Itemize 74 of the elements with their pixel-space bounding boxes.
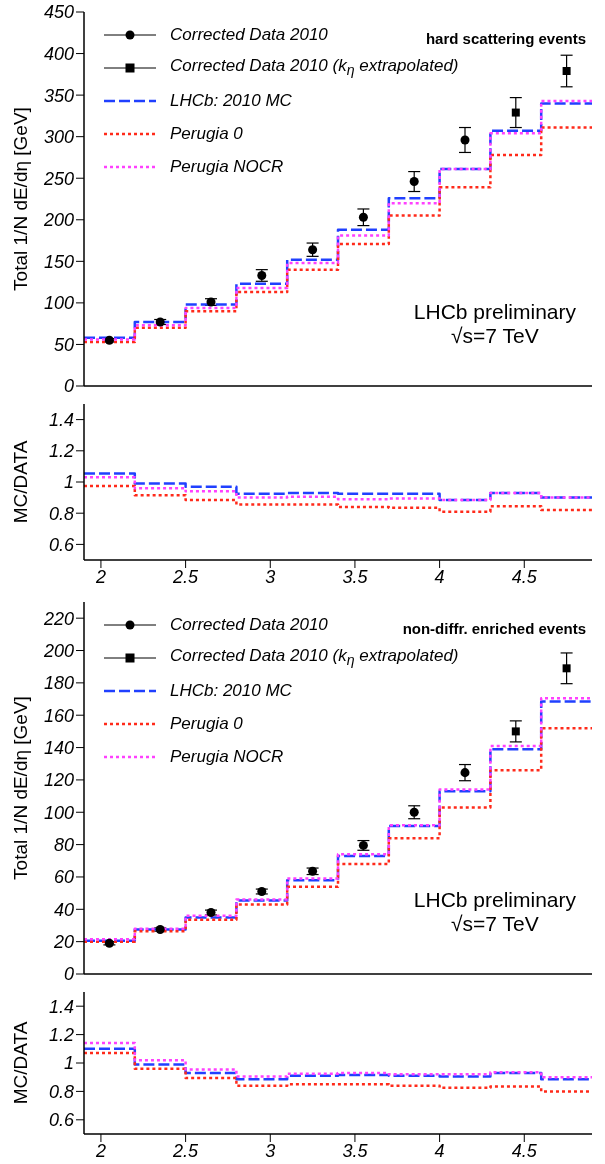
y-tick-label: 100 <box>43 293 74 314</box>
point <box>104 335 114 345</box>
x-tick-label: 4.5 <box>511 1140 538 1161</box>
y-tick-label: 140 <box>43 737 74 758</box>
x-tick-label: 2.5 <box>172 1140 200 1161</box>
x-tick-label: 4 <box>434 566 445 587</box>
y-tick-label: 0 <box>63 964 74 985</box>
y-tick-label: 220 <box>42 608 74 629</box>
legend-label: Perugia 0 <box>170 713 243 734</box>
point <box>358 212 368 222</box>
point <box>460 768 470 778</box>
point <box>155 925 165 935</box>
annotation: non-diffr. enriched events <box>402 620 586 637</box>
x-tick-label: 3 <box>265 1140 276 1161</box>
legend-label: Corrected Data 2010 <box>170 24 328 45</box>
x-tick-label: 3 <box>265 566 276 587</box>
legend-label: LHCb: 2010 MC <box>170 90 292 111</box>
y-tick-label: 180 <box>43 673 74 694</box>
y-tick-label: 120 <box>43 770 74 791</box>
point <box>511 108 520 117</box>
x-tick-label: 3.5 <box>342 566 369 587</box>
y-tick-label: 80 <box>53 835 74 855</box>
y-tick-label: 100 <box>43 802 74 823</box>
annotation: LHCb preliminary <box>413 888 576 912</box>
y-tick-label: 200 <box>42 210 74 231</box>
y-tick-label: 1.4 <box>48 409 74 430</box>
point <box>562 664 571 673</box>
y-tick-label: 1.2 <box>48 441 74 462</box>
point <box>460 135 470 145</box>
y-tick-label: 60 <box>53 867 74 888</box>
x-tick-label: 3.5 <box>342 1140 369 1161</box>
y-tick-label: 150 <box>43 251 74 272</box>
y-tick-label: 450 <box>43 2 74 23</box>
y-tick-label: 1.2 <box>48 1024 74 1045</box>
y-tick-label: 50 <box>53 334 74 355</box>
y-tick-label: 1 <box>63 1053 74 1074</box>
legend-label: Corrected Data 2010 (k$_{η}$ extrapolated) <box>170 646 459 669</box>
y-tick-label: 200 <box>42 640 74 661</box>
x-tick-label: 2 <box>94 566 106 587</box>
annotation: √s=7 TeV <box>450 324 540 348</box>
y-axis-title: Total 1/N dE/dη [GeV] <box>9 696 31 880</box>
annotation: LHCb preliminary <box>413 300 576 324</box>
annotation: hard scattering events <box>425 30 586 47</box>
y-axis-title: MC/DATA <box>9 440 31 524</box>
y-tick-label: 20 <box>52 932 74 953</box>
legend-label: Perugia NOCR <box>170 156 284 177</box>
x-tick-label: 4.5 <box>511 566 538 587</box>
y-tick-label: 160 <box>43 705 74 726</box>
y-tick-label: 250 <box>42 168 74 189</box>
point <box>409 177 419 187</box>
annotation: √s=7 TeV <box>450 912 540 936</box>
y-tick-label: 350 <box>43 85 74 106</box>
y-axis-title: Total 1/N dE/dη [GeV] <box>9 107 31 291</box>
legend-label: Corrected Data 2010 <box>170 614 328 635</box>
y-tick-label: 0.8 <box>48 1081 74 1102</box>
point <box>511 727 520 736</box>
point <box>562 67 571 76</box>
y-tick-label: 400 <box>43 43 74 64</box>
y-tick-label: 1.4 <box>48 996 74 1017</box>
y-tick-label: 300 <box>43 127 74 148</box>
y-axis-title: MC/DATA <box>9 1021 31 1105</box>
x-tick-label: 2.5 <box>172 566 200 587</box>
legend-label: Perugia 0 <box>170 123 243 144</box>
legend-label: LHCb: 2010 MC <box>170 680 292 701</box>
y-tick-label: 0 <box>63 376 74 397</box>
y-tick-label: 40 <box>53 899 74 920</box>
y-tick-label: 0.8 <box>48 503 74 524</box>
x-tick-label: 4 <box>434 1140 445 1161</box>
legend-label: Perugia NOCR <box>170 746 284 767</box>
y-tick-label: 0.6 <box>48 1110 75 1131</box>
y-tick-label: 0.6 <box>48 534 75 555</box>
legend-label: Corrected Data 2010 (k$_{η}$ extrapolated) <box>170 56 459 79</box>
y-tick-label: 1 <box>63 472 74 493</box>
x-tick-label: 2 <box>94 1140 106 1161</box>
